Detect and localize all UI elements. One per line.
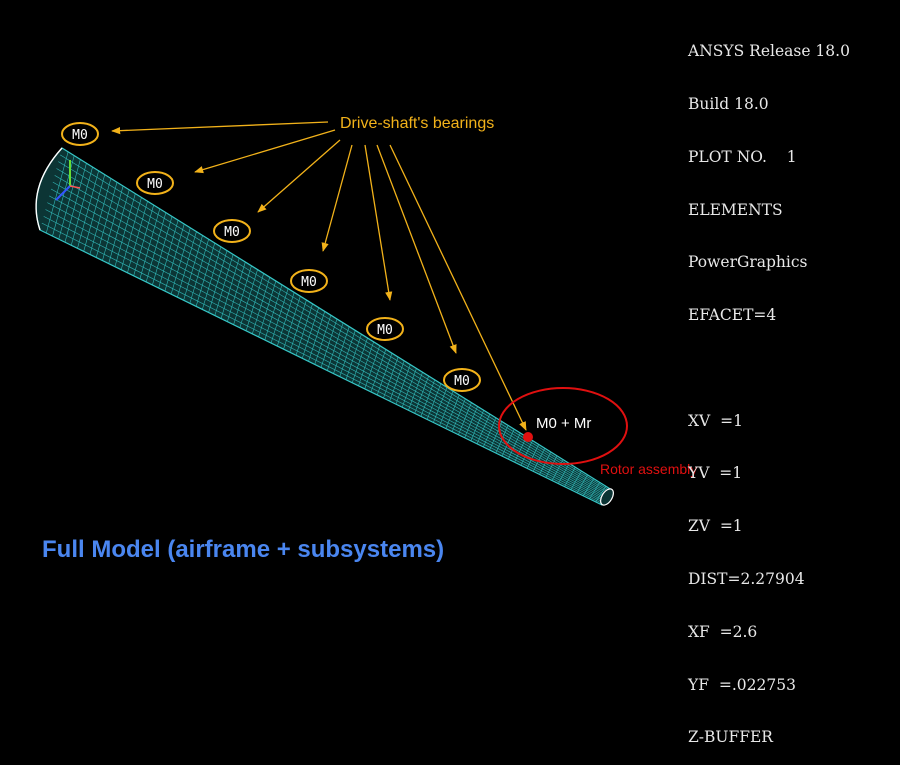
tailboom-front-ring bbox=[35, 147, 63, 231]
info-line bbox=[688, 360, 850, 378]
info-line: YF =.022753 bbox=[688, 675, 796, 694]
info-line: ANSYS Release 18.0 bbox=[688, 42, 850, 61]
bearing-arrows bbox=[111, 121, 527, 431]
info-line: Build 18.0 bbox=[688, 94, 769, 113]
svg-text:M0: M0 bbox=[72, 128, 88, 143]
info-line: XV =1 bbox=[688, 411, 743, 430]
info-line: PLOT NO. 1 bbox=[688, 147, 797, 166]
svg-text:M0: M0 bbox=[454, 374, 470, 389]
bearing-marker-2: M0 bbox=[136, 171, 174, 195]
info-line: Z-BUFFER bbox=[688, 728, 773, 747]
tailboom-mesh bbox=[35, 147, 614, 506]
svg-text:M0: M0 bbox=[377, 323, 393, 338]
model-caption: Full Model (airframe + subsystems) bbox=[42, 536, 445, 563]
model-viewport[interactable]: Drive-shaft's bearings M0 M0 M0 M0 M0 M0… bbox=[0, 0, 900, 600]
ansys-info-panel: ANSYS Release 18.0 Build 18.0 PLOT NO. 1… bbox=[688, 8, 850, 765]
svg-text:M0: M0 bbox=[147, 177, 163, 192]
info-line: PowerGraphics bbox=[688, 253, 808, 272]
info-line: YV =1 bbox=[688, 464, 743, 483]
bearing-marker-4: M0 bbox=[290, 269, 328, 293]
info-line: ZV =1 bbox=[688, 517, 743, 536]
rotor-ring bbox=[498, 387, 628, 465]
rotor-mass-point bbox=[523, 432, 533, 442]
bearing-marker-6: M0 bbox=[443, 368, 481, 392]
bearings-label: Drive-shaft's bearings bbox=[340, 115, 494, 132]
info-line: DIST=2.27904 bbox=[688, 570, 805, 588]
bearing-marker-3: M0 bbox=[213, 219, 251, 243]
bearing-marker-1: M0 bbox=[61, 122, 99, 146]
tailboom-end-cap bbox=[600, 488, 614, 506]
info-line: ELEMENTS bbox=[688, 200, 783, 219]
tailboom-body bbox=[35, 147, 613, 506]
svg-text:M0: M0 bbox=[301, 275, 317, 290]
rotor-marker: M0 + Mr bbox=[536, 415, 591, 432]
info-line: XF =2.6 bbox=[688, 622, 758, 641]
coordinate-triad bbox=[55, 160, 81, 201]
rotor-assembly: M0 + Mr Rotor assembly bbox=[498, 387, 697, 477]
info-line: EFACET=4 bbox=[688, 306, 777, 325]
svg-text:M0: M0 bbox=[224, 225, 240, 240]
rotor-label: Rotor assembly bbox=[600, 461, 697, 477]
bearing-marker-5: M0 bbox=[366, 317, 404, 341]
